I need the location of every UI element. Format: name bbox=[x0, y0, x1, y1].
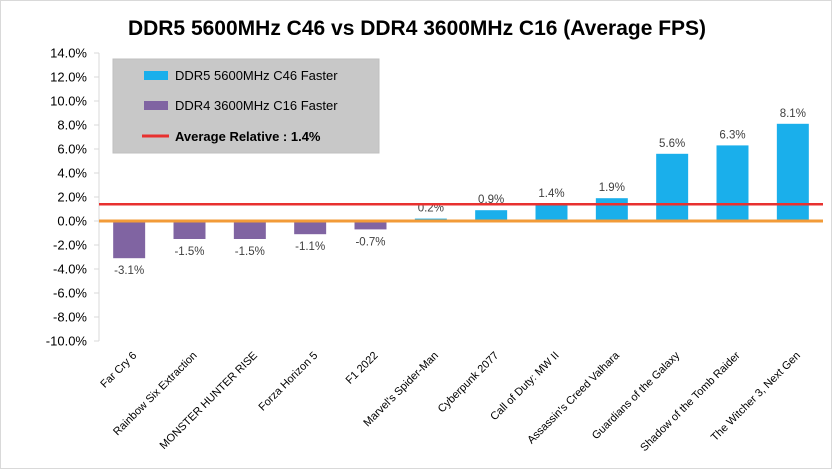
data-label: 1.4% bbox=[538, 188, 564, 200]
y-tick-label: -6.0% bbox=[53, 286, 87, 301]
bar bbox=[535, 204, 568, 221]
y-tick-label: 2.0% bbox=[57, 190, 87, 205]
category-label: F1 2022 bbox=[344, 350, 381, 387]
category-label: MONSTER HUNTER RISE bbox=[158, 350, 260, 452]
legend-label-ddr4: DDR4 3600MHz C16 Faster bbox=[175, 98, 338, 113]
chart-title: DDR5 5600MHz C46 vs DDR4 3600MHz C16 (Av… bbox=[128, 17, 706, 40]
y-tick-label: 8.0% bbox=[57, 118, 87, 133]
category-label: Cyberpunk 2077 bbox=[436, 350, 502, 416]
category-label: Far Cry 6 bbox=[98, 350, 139, 391]
y-tick-label: 4.0% bbox=[57, 166, 87, 181]
y-tick-label: -8.0% bbox=[53, 310, 87, 325]
y-tick-label: -10.0% bbox=[46, 334, 88, 349]
legend-swatch-ddr4 bbox=[144, 101, 168, 110]
bar bbox=[776, 123, 809, 221]
y-tick-label: 14.0% bbox=[50, 46, 87, 61]
data-label: -1.5% bbox=[174, 246, 204, 258]
bar bbox=[113, 221, 146, 259]
y-tick-label: -2.0% bbox=[53, 238, 87, 253]
bar bbox=[716, 145, 749, 221]
y-tick-label: 0.0% bbox=[57, 214, 87, 229]
bar bbox=[475, 210, 508, 221]
bars-group bbox=[113, 123, 809, 259]
bar bbox=[173, 221, 206, 239]
data-label: -0.7% bbox=[355, 236, 385, 248]
bar bbox=[656, 153, 689, 221]
data-label: -1.5% bbox=[235, 246, 265, 258]
data-label: 6.3% bbox=[719, 129, 745, 141]
bar bbox=[233, 221, 266, 239]
data-label: 8.1% bbox=[780, 108, 806, 120]
bar bbox=[595, 198, 628, 221]
y-tick-label: -4.0% bbox=[53, 262, 87, 277]
data-label: 1.9% bbox=[599, 182, 625, 194]
data-label: 0.2% bbox=[418, 203, 444, 215]
legend: DDR5 5600MHz C46 Faster DDR4 3600MHz C16… bbox=[112, 58, 380, 154]
legend-label-average: Average Relative : 1.4% bbox=[175, 129, 321, 144]
y-axis-ticks: 14.0% 12.0% 10.0% 8.0% 6.0% 4.0% 2.0% 0.0% -2.0%… bbox=[46, 46, 99, 349]
bar bbox=[354, 221, 387, 230]
y-tick-label: 12.0% bbox=[50, 70, 87, 85]
legend-label-ddr5: DDR5 5600MHz C46 Faster bbox=[175, 68, 338, 83]
category-label: Forza Horizon 5 bbox=[256, 350, 320, 414]
legend-swatch-ddr5 bbox=[144, 71, 168, 80]
data-label: -3.1% bbox=[114, 265, 144, 277]
category-label: Shadow of the Tomb Raider bbox=[638, 349, 743, 454]
y-tick-label: 6.0% bbox=[57, 142, 87, 157]
bar bbox=[294, 221, 327, 235]
y-tick-label: 10.0% bbox=[50, 94, 87, 109]
data-label: -1.1% bbox=[295, 241, 325, 253]
data-label: 5.6% bbox=[659, 138, 685, 150]
